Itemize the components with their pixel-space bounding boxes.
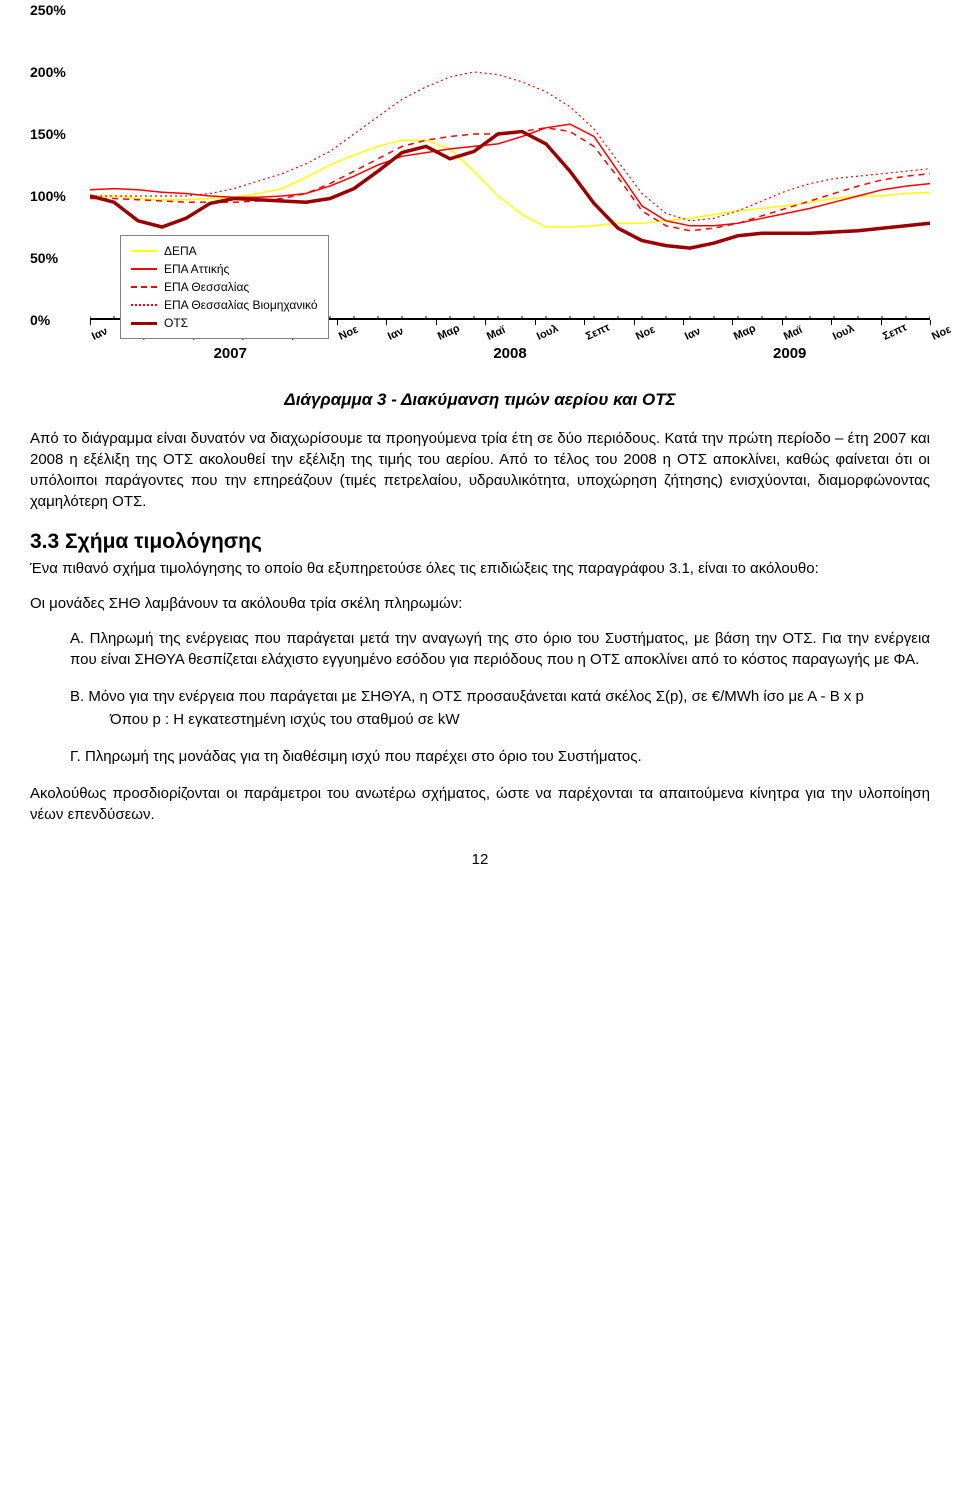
legend-label: ΔΕΠΑ bbox=[164, 242, 197, 260]
year-label: 2007 bbox=[214, 345, 247, 362]
x-tick-label: Ιαν bbox=[90, 325, 110, 343]
chart-caption: Διάγραμμα 3 - Διακύμανση τιμών αερίου κα… bbox=[30, 390, 930, 410]
legend-item: ΕΠΑ Θεσσαλίας Βιομηχανικό bbox=[131, 296, 318, 314]
y-tick-label: 50% bbox=[30, 250, 85, 266]
item-a: Α. Πληρωμή της ενέργειας που παράγεται μ… bbox=[70, 628, 930, 670]
legend-item: ΟΤΣ bbox=[131, 314, 318, 332]
item-b: Β. Μόνο για την ενέργεια που παράγεται μ… bbox=[70, 686, 930, 730]
series-line bbox=[90, 124, 930, 226]
item-b-sub: Όπου p : Η εγκατεστημένη ισχύς του σταθμ… bbox=[110, 709, 930, 730]
legend-label: ΕΠΑ Θεσσαλίας Βιομηχανικό bbox=[164, 296, 318, 314]
year-label: 2009 bbox=[773, 345, 806, 362]
item-c: Γ. Πληρωμή της μονάδας για τη διαθέσιμη … bbox=[70, 746, 930, 767]
paragraph-intro: Από το διάγραμμα είναι δυνατόν να διαχωρ… bbox=[30, 428, 930, 512]
page-number: 12 bbox=[30, 851, 930, 868]
x-tick-label: Νοε bbox=[634, 324, 657, 343]
y-tick-label: 0% bbox=[30, 312, 85, 328]
price-chart: 0%50%100%150%200%250% ΙανΜαρΜαϊΙουλΣεπτΝ… bbox=[30, 10, 930, 370]
x-tick-label: Σεπτ bbox=[881, 321, 909, 343]
chart-legend: ΔΕΠΑΕΠΑ ΑττικήςΕΠΑ ΘεσσαλίαςΕΠΑ Θεσσαλία… bbox=[120, 235, 329, 339]
legend-label: ΟΤΣ bbox=[164, 314, 188, 332]
x-tick-label: Σεπτ bbox=[584, 321, 612, 343]
section-intro: Ένα πιθανό σχήμα τιμολόγησης το οποίο θα… bbox=[30, 558, 930, 579]
closing-paragraph: Ακολούθως προσδιορίζονται οι παράμετροι … bbox=[30, 783, 930, 825]
year-label: 2008 bbox=[493, 345, 526, 362]
x-tick-label: Μαρ bbox=[732, 322, 758, 342]
section-heading: 3.3 Σχήμα τιμολόγησης bbox=[30, 530, 930, 554]
y-tick-label: 200% bbox=[30, 64, 85, 80]
series-line bbox=[90, 132, 930, 249]
y-tick-label: 150% bbox=[30, 126, 85, 142]
y-tick-label: 250% bbox=[30, 2, 85, 18]
legend-item: ΕΠΑ Θεσσαλίας bbox=[131, 278, 318, 296]
y-tick-label: 100% bbox=[30, 188, 85, 204]
series-line bbox=[90, 140, 930, 227]
legend-label: ΕΠΑ Θεσσαλίας bbox=[164, 278, 249, 296]
x-tick-label: Μαρ bbox=[436, 322, 462, 342]
section-lead: Οι μονάδες ΣΗΘ λαμβάνουν τα ακόλουθα τρί… bbox=[30, 595, 930, 612]
series-line bbox=[90, 128, 930, 231]
legend-item: ΕΠΑ Αττικής bbox=[131, 260, 318, 278]
x-tick-label: Ιαν bbox=[386, 325, 406, 343]
legend-item: ΔΕΠΑ bbox=[131, 242, 318, 260]
section-number: 3.3 bbox=[30, 530, 59, 553]
y-axis: 0%50%100%150%200%250% bbox=[30, 10, 90, 320]
x-tick-label: Ιουλ bbox=[535, 323, 560, 343]
x-tick-label: Νοε bbox=[930, 324, 953, 343]
legend-label: ΕΠΑ Αττικής bbox=[164, 260, 229, 278]
x-tick-label: Ιαν bbox=[683, 325, 703, 343]
x-tick-label: Μαϊ bbox=[782, 324, 804, 343]
x-tick-label: Ιουλ bbox=[831, 323, 856, 343]
x-tick-label: Μαϊ bbox=[485, 324, 507, 343]
section-title: Σχήμα τιμολόγησης bbox=[65, 530, 262, 553]
x-tick-label: Νοε bbox=[337, 324, 360, 343]
item-b-text: Β. Μόνο για την ενέργεια που παράγεται μ… bbox=[70, 688, 864, 705]
